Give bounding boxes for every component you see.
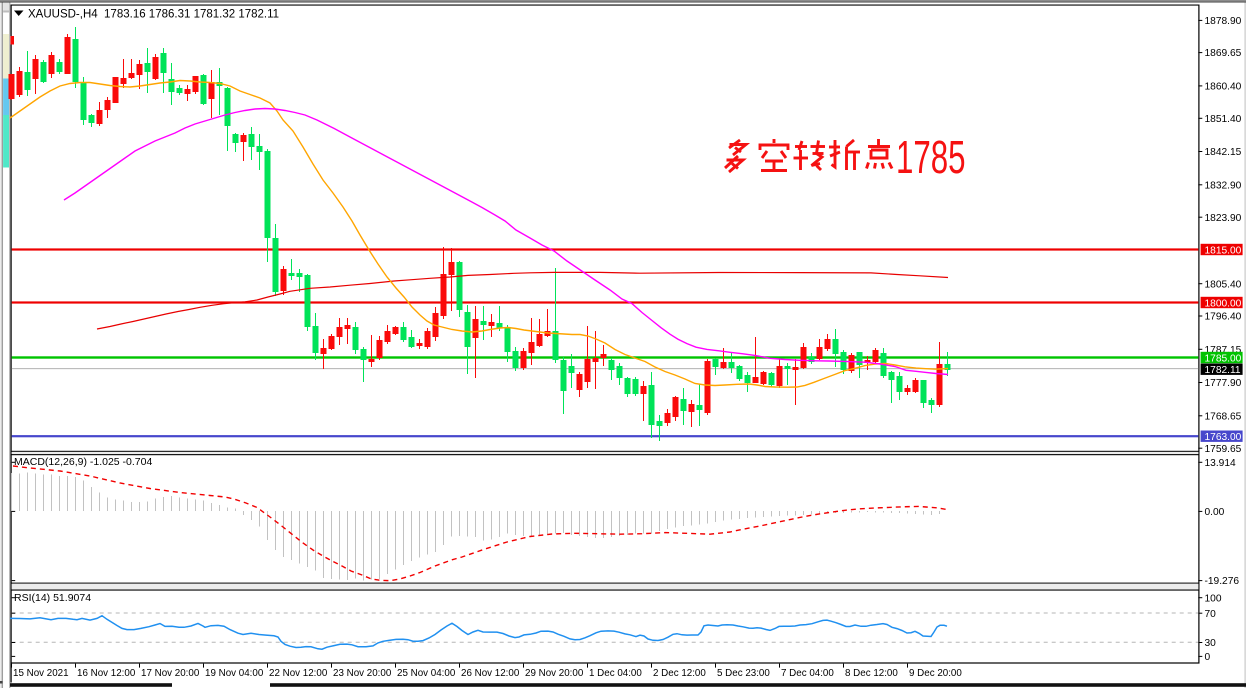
svg-text:70: 70 [1205, 609, 1217, 620]
svg-text:26 Nov 12:00: 26 Nov 12:00 [461, 668, 520, 679]
svg-text:XAUUSD-,H4 1783.16 1786.31 17: XAUUSD-,H4 1783.16 1786.31 1781.32 1782.… [28, 9, 279, 21]
svg-text:1869.65: 1869.65 [1205, 48, 1242, 59]
svg-text:1763.00: 1763.00 [1205, 432, 1242, 443]
svg-text:30: 30 [1205, 638, 1217, 649]
svg-text:1796.40: 1796.40 [1205, 312, 1242, 323]
svg-text:25 Nov 04:00: 25 Nov 04:00 [397, 668, 456, 679]
svg-text:13.914: 13.914 [1205, 458, 1236, 469]
svg-text:0.00: 0.00 [1205, 507, 1225, 518]
svg-text:1805.40: 1805.40 [1205, 279, 1242, 290]
svg-text:23 Nov 20:00: 23 Nov 20:00 [333, 668, 392, 679]
svg-text:1759.65: 1759.65 [1205, 444, 1242, 455]
svg-text:19 Nov 04:00: 19 Nov 04:00 [205, 668, 264, 679]
svg-text:1860.40: 1860.40 [1205, 82, 1242, 93]
svg-text:29 Nov 20:00: 29 Nov 20:00 [525, 668, 584, 679]
svg-text:100: 100 [1205, 593, 1222, 604]
svg-text:0: 0 [1205, 652, 1211, 663]
svg-text:1832.90: 1832.90 [1205, 180, 1242, 191]
svg-text:5 Dec 23:00: 5 Dec 23:00 [717, 668, 770, 679]
svg-text:7 Dec 04:00: 7 Dec 04:00 [781, 668, 834, 679]
svg-text:1878.90: 1878.90 [1205, 16, 1242, 27]
svg-text:17 Nov 20:00: 17 Nov 20:00 [141, 668, 200, 679]
svg-text:1800.00: 1800.00 [1205, 298, 1242, 309]
svg-text:MACD(12,26,9) -1.025 -0.704: MACD(12,26,9) -1.025 -0.704 [14, 456, 152, 468]
svg-text:1823.90: 1823.90 [1205, 213, 1242, 224]
svg-text:RSI(14) 51.9074: RSI(14) 51.9074 [14, 592, 91, 604]
svg-text:-19.276: -19.276 [1205, 576, 1240, 587]
svg-text:16 Nov 12:00: 16 Nov 12:00 [77, 668, 136, 679]
svg-text:22 Nov 12:00: 22 Nov 12:00 [269, 668, 328, 679]
svg-text:1785: 1785 [896, 132, 966, 183]
svg-text:1787.15: 1787.15 [1205, 345, 1242, 356]
svg-text:1785.00: 1785.00 [1205, 353, 1242, 364]
svg-text:1782.11: 1782.11 [1205, 365, 1241, 376]
svg-text:9 Dec 20:00: 9 Dec 20:00 [909, 668, 962, 679]
svg-text:1842.15: 1842.15 [1205, 147, 1242, 158]
svg-text:1 Dec 04:00: 1 Dec 04:00 [589, 668, 642, 679]
svg-text:1851.40: 1851.40 [1205, 114, 1242, 125]
svg-text:1768.65: 1768.65 [1205, 411, 1242, 422]
svg-text:8 Dec 12:00: 8 Dec 12:00 [845, 668, 898, 679]
svg-text:1777.90: 1777.90 [1205, 378, 1242, 389]
svg-text:15 Nov 2021: 15 Nov 2021 [13, 668, 69, 679]
svg-text:1815.00: 1815.00 [1205, 245, 1242, 256]
svg-text:2 Dec 12:00: 2 Dec 12:00 [653, 668, 706, 679]
